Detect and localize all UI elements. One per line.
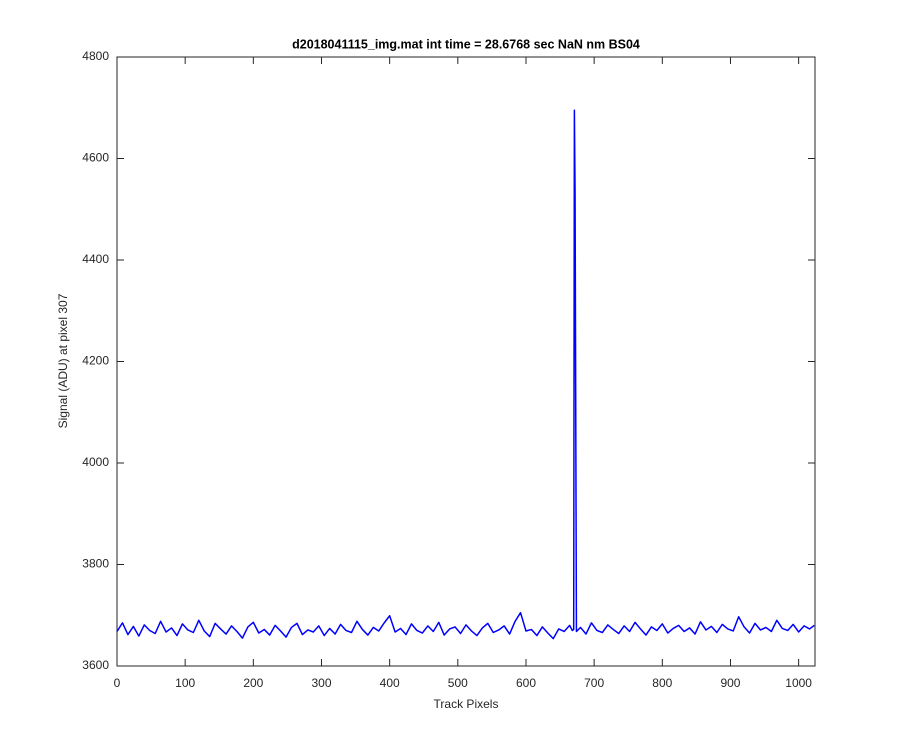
y-axis-label: Signal (ADU) at pixel 307: [56, 293, 70, 428]
y-tick-label: 4400: [82, 252, 109, 266]
x-tick-label: 100: [175, 676, 195, 690]
x-tick-label: 300: [311, 676, 331, 690]
y-tick-label: 3800: [82, 557, 109, 571]
plot-frame: [116, 56, 816, 667]
y-tick-label: 4800: [82, 49, 109, 63]
data-line: [116, 109, 815, 640]
y-tick-label: 4000: [82, 455, 109, 469]
x-axis-label: Track Pixels: [434, 697, 499, 711]
x-tick-label: 400: [380, 676, 400, 690]
x-tick-label: 600: [516, 676, 536, 690]
y-tick-label: 4600: [82, 151, 109, 165]
chart-title: d2018041115_img.mat int time = 28.6768 s…: [292, 37, 640, 51]
x-tick-label: 200: [243, 676, 263, 690]
x-tick-label: 1000: [785, 676, 812, 690]
x-tick-label: 500: [448, 676, 468, 690]
x-tick-label: 800: [652, 676, 672, 690]
x-tick-label: 0: [114, 676, 121, 690]
y-tick-label: 4200: [82, 354, 109, 368]
x-tick-label: 700: [584, 676, 604, 690]
y-tick-label: 3600: [82, 658, 109, 672]
x-tick-label: 900: [720, 676, 740, 690]
